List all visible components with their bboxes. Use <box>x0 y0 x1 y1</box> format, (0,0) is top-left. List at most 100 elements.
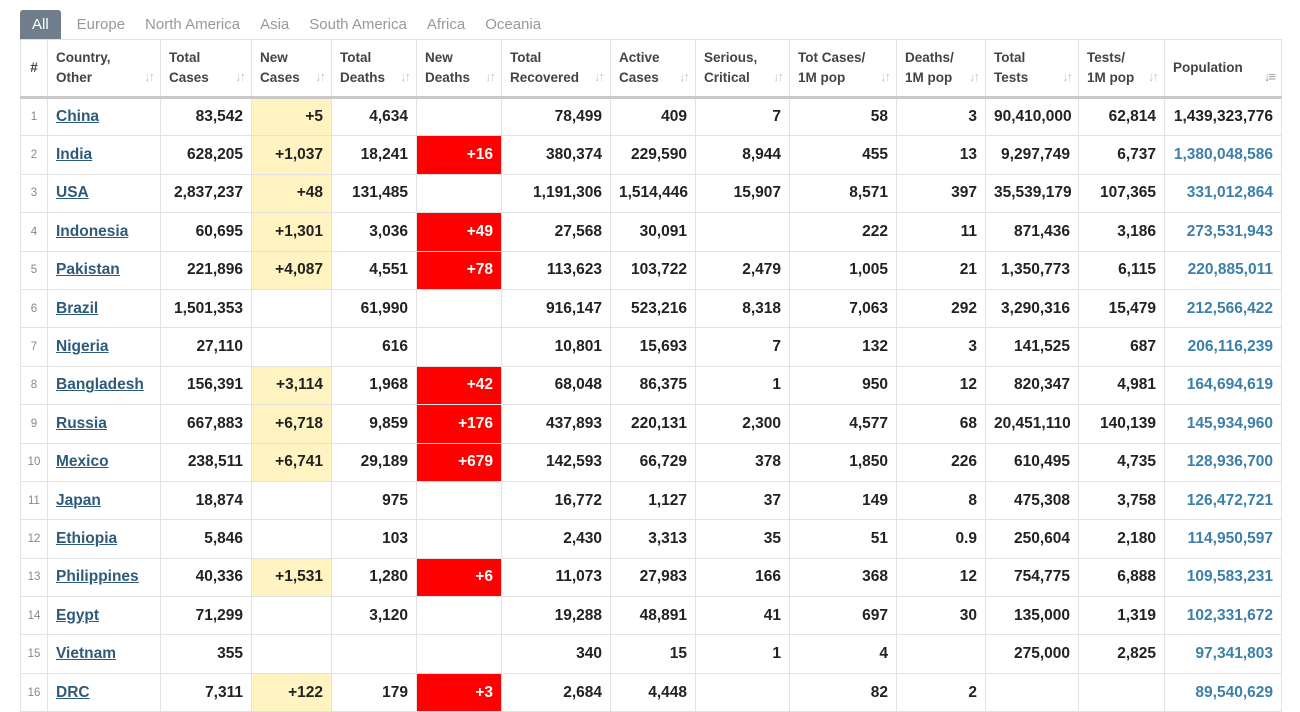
tab-all[interactable]: All <box>20 10 61 39</box>
table-row: 10 Mexico 238,511 +6,741 29,189 +679 142,593 66… <box>20 442 1282 482</box>
sort-arrows-icon[interactable]: ↓↑ <box>400 69 411 84</box>
cell-population: 126,472,721 <box>1164 480 1282 521</box>
header-label: Other <box>56 70 93 85</box>
cell-country: Russia <box>47 404 161 444</box>
country-link[interactable]: Bangladesh <box>56 376 144 394</box>
cell-population: 331,012,864 <box>1164 173 1282 214</box>
header-total-deaths[interactable]: Total Deaths ↓↑ <box>331 39 417 99</box>
country-link[interactable]: DRC <box>56 683 90 701</box>
cell-active-cases: 15,693 <box>610 327 696 367</box>
sort-arrows-icon[interactable]: ↓↑ <box>315 69 326 84</box>
cell-deaths-per-1m: 226 <box>896 442 986 482</box>
header-cases-per-1m[interactable]: Tot Cases/1M pop ↓↑ <box>789 39 897 99</box>
cell-serious-critical <box>695 672 790 712</box>
header-label: Total <box>340 50 372 65</box>
header-population[interactable]: Population ↓≡ <box>1164 39 1282 99</box>
cell-cases-per-1m: 58 <box>789 96 897 137</box>
header-label: Active <box>619 50 660 65</box>
cell-total-recovered: 380,374 <box>501 135 611 175</box>
sort-arrows-icon[interactable]: ↓↑ <box>679 69 690 84</box>
cell-new-deaths: +16 <box>416 135 502 175</box>
country-link[interactable]: USA <box>56 184 89 202</box>
cell-new-deaths <box>416 519 502 559</box>
cell-active-cases: 3,313 <box>610 519 696 559</box>
cell-deaths-per-1m <box>896 634 986 674</box>
cell-total-deaths: 975 <box>331 480 417 521</box>
cell-total-deaths: 103 <box>331 519 417 559</box>
cell-total-deaths: 3,120 <box>331 596 417 636</box>
header-total-recovered[interactable]: Total Recovered ↓↑ <box>501 39 611 99</box>
tab-africa[interactable]: Africa <box>426 16 466 33</box>
header-rank[interactable]: # <box>20 39 48 99</box>
cell-population: 1,380,048,586 <box>1164 135 1282 175</box>
cell-total-deaths: 179 <box>331 672 417 712</box>
tab-north-america[interactable]: North America <box>145 16 241 33</box>
sort-arrows-icon[interactable]: ↓↑ <box>1148 69 1159 84</box>
country-link[interactable]: Pakistan <box>56 261 120 279</box>
table-row: 11 Japan 18,874 975 16,772 1,127 37 149 8 475,308… <box>20 480 1282 521</box>
cell-new-cases: +1,301 <box>251 212 332 252</box>
country-link[interactable]: Egypt <box>56 606 100 624</box>
country-link[interactable]: Vietnam <box>56 645 117 663</box>
cell-total-tests: 135,000 <box>985 596 1079 636</box>
header-label: Critical <box>704 70 750 85</box>
header-new-deaths[interactable]: New Deaths ↓↑ <box>416 39 502 99</box>
cell-country: Bangladesh <box>47 365 161 406</box>
tab-south-america[interactable]: South America <box>309 16 407 33</box>
country-link[interactable]: Japan <box>56 491 101 509</box>
header-label: Deaths/ <box>905 50 954 65</box>
cell-active-cases: 86,375 <box>610 365 696 406</box>
tab-asia[interactable]: Asia <box>260 16 290 33</box>
cell-serious-critical: 15,907 <box>695 173 790 214</box>
country-link[interactable]: India <box>56 146 93 164</box>
header-country[interactable]: Country, Other ↓↑ <box>47 39 161 99</box>
sort-arrows-icon[interactable]: ↓↑ <box>485 69 496 84</box>
header-label: Serious, <box>704 50 758 65</box>
sort-arrows-icon[interactable]: ↓↑ <box>773 69 784 84</box>
header-total-cases[interactable]: Total Cases ↓↑ <box>160 39 252 99</box>
country-link[interactable]: Nigeria <box>56 338 109 356</box>
header-total-tests[interactable]: Total Tests ↓↑ <box>985 39 1079 99</box>
sort-arrows-icon[interactable]: ↓↑ <box>594 69 605 84</box>
tab-oceania[interactable]: Oceania <box>485 16 542 33</box>
country-link[interactable]: China <box>56 108 100 126</box>
sort-desc-icon[interactable]: ↓≡ <box>1263 69 1276 84</box>
header-active-cases[interactable]: Active Cases ↓↑ <box>610 39 696 99</box>
header-new-cases[interactable]: New Cases ↓↑ <box>251 39 332 99</box>
cell-population: 89,540,629 <box>1164 672 1282 712</box>
cell-cases-per-1m: 368 <box>789 557 897 598</box>
country-link[interactable]: Brazil <box>56 299 99 317</box>
header-label: Tests <box>994 70 1029 85</box>
cell-new-deaths <box>416 327 502 367</box>
cell-total-deaths <box>331 634 417 674</box>
country-link[interactable]: Mexico <box>56 453 109 471</box>
sort-arrows-icon[interactable]: ↓↑ <box>144 69 155 84</box>
header-tests-per-1m[interactable]: Tests/1M pop ↓↑ <box>1078 39 1165 99</box>
country-link[interactable]: Philippines <box>56 568 139 586</box>
sort-arrows-icon[interactable]: ↓↑ <box>1062 69 1073 84</box>
cell-total-cases: 355 <box>160 634 252 674</box>
tab-europe[interactable]: Europe <box>76 16 126 33</box>
country-link[interactable]: Indonesia <box>56 222 129 240</box>
cell-deaths-per-1m: 12 <box>896 557 986 598</box>
sort-arrows-icon[interactable]: ↓↑ <box>880 69 891 84</box>
country-link[interactable]: Russia <box>56 414 107 432</box>
cell-new-deaths: +6 <box>416 557 502 598</box>
sort-arrows-icon[interactable]: ↓↑ <box>969 69 980 84</box>
sort-arrows-icon[interactable]: ↓↑ <box>235 69 246 84</box>
cell-rank: 16 <box>20 672 48 712</box>
cell-rank: 12 <box>20 519 48 559</box>
header-label: Tot Cases/ <box>798 50 866 65</box>
header-serious-critical[interactable]: Serious, Critical ↓↑ <box>695 39 790 99</box>
cell-rank: 13 <box>20 557 48 598</box>
cell-new-cases <box>251 288 332 329</box>
cell-serious-critical: 41 <box>695 596 790 636</box>
header-deaths-per-1m[interactable]: Deaths/1M pop ↓↑ <box>896 39 986 99</box>
cell-total-recovered: 2,430 <box>501 519 611 559</box>
cell-new-cases <box>251 596 332 636</box>
country-link[interactable]: Ethiopia <box>56 529 118 547</box>
cell-population: 114,950,597 <box>1164 519 1282 559</box>
cell-population: 128,936,700 <box>1164 442 1282 482</box>
cell-total-cases: 238,511 <box>160 442 252 482</box>
cell-total-deaths: 1,280 <box>331 557 417 598</box>
